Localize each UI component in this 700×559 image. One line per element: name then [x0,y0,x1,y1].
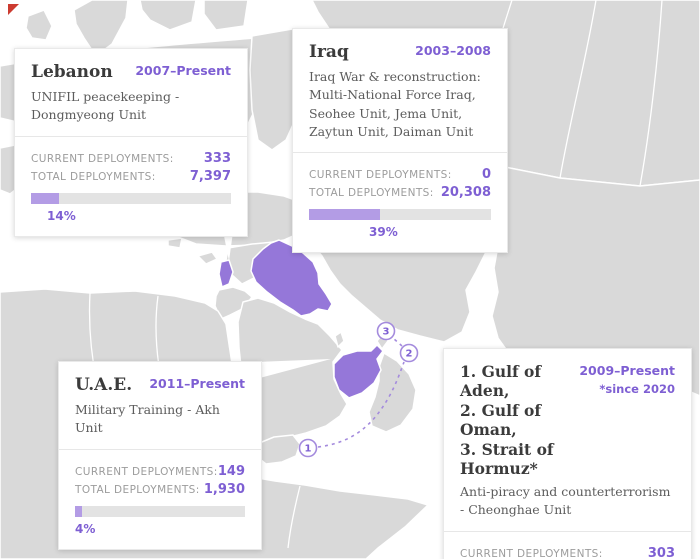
total-deployments-value: 1,930 [203,481,245,497]
total-deployments-label: TOTAL DEPLOYMENTS: [31,170,156,183]
country-qatar [334,331,345,348]
total-deployments-value: 20,308 [440,184,491,200]
card-iraq: Iraq 2003–2008 Iraq War & reconstruction… [292,28,508,253]
progress-bar-track [75,505,245,517]
card-title: U.A.E. [75,375,133,395]
card-period: 2011–Present [149,376,245,391]
card-title: Lebanon [31,62,113,82]
map-marker-2[interactable]: 2 [399,343,419,363]
card-period-note: *since 2020 [599,381,675,396]
progress-percent-label: 4% [75,521,96,536]
total-deployments-label: TOTAL DEPLOYMENTS: [75,483,200,496]
country-shape [214,286,253,320]
marker-circle[interactable] [298,438,318,458]
card-title: 1. Gulf of Aden, 2. Gulf of Oman, 3. Str… [460,362,554,478]
card-title: Iraq [309,42,349,62]
marker-number: 3 [383,327,390,338]
card-period: 2009–Present [579,363,675,378]
card-period: 2007–Present [135,63,231,78]
progress-bar-track [309,208,491,220]
progress-percent-label: 39% [369,224,398,239]
progress-percent-label: 14% [47,208,76,223]
country-oman [368,352,417,433]
country-shape [167,237,183,249]
country-shape [139,0,197,31]
total-deployments-value: 7,397 [189,168,231,184]
card-stats: CURRENT DEPLOYMENTS: 0 TOTAL DEPLOYMENTS… [293,151,507,252]
current-deployments-label: CURRENT DEPLOYMENTS: [31,152,174,165]
card-lebanon: Lebanon 2007–Present UNIFIL peacekeeping… [14,48,248,237]
current-deployments-value: 0 [481,166,491,182]
current-deployments-value: 149 [217,463,245,479]
current-deployments-value: 303 [647,545,675,559]
country-shape [25,9,53,41]
patrol-route-dashed-line [317,361,405,448]
country-shape [73,0,129,57]
card-header: Iraq 2003–2008 Iraq War & reconstruction… [293,29,507,152]
progress-bar-fill [309,208,380,220]
country-iraq[interactable] [250,239,333,317]
country-lebanon[interactable] [218,259,234,288]
marker-number: 1 [305,444,312,455]
map-marker-1[interactable]: 1 [298,438,318,458]
progress-bar-fill [31,192,59,204]
card-header: 1. Gulf of Aden, 2. Gulf of Oman, 3. Str… [444,349,691,531]
country-border [287,485,301,549]
current-deployments-value: 333 [203,150,231,166]
country-border [559,0,597,179]
card-stats: CURRENT DEPLOYMENTS: 333 TOTAL DEPLOYMEN… [15,135,247,236]
marker-circle[interactable] [376,321,396,341]
card-description: Military Training - Akh Unit [75,402,220,436]
card-description: Iraq War & reconstruction: Multi-Nationa… [309,69,481,139]
card-gulf-of-aden: 1. Gulf of Aden, 2. Gulf of Oman, 3. Str… [443,348,692,559]
country-border [639,0,663,187]
current-deployments-label: CURRENT DEPLOYMENTS: [309,168,452,181]
progress-bar-track [31,192,231,204]
red-corner-marker [8,4,19,15]
card-header: Lebanon 2007–Present UNIFIL peacekeeping… [15,49,247,136]
current-deployments-label: CURRENT DEPLOYMENTS: [460,547,603,559]
marker-number: 2 [406,349,413,360]
uae-card-tail [256,359,331,379]
card-period: 2003–2008 [415,43,491,58]
map-marker-3[interactable]: 3 [376,321,396,341]
total-deployments-label: TOTAL DEPLOYMENTS: [309,186,434,199]
progress-bar-fill [75,505,82,517]
patrol-route-dashed-line [392,337,403,347]
card-stats: CURRENT DEPLOYMENTS: 303 TOTAL DEPLOYMEN… [444,530,691,559]
card-stats: CURRENT DEPLOYMENTS: 149 TOTAL DEPLOYMEN… [59,448,261,549]
card-description: UNIFIL peacekeeping - Dongmyeong Unit [31,89,180,123]
marker-circle[interactable] [399,343,419,363]
country-uae[interactable] [333,344,384,399]
card-description: Anti-piracy and counterterrorism - Cheon… [460,484,671,518]
country-cyprus [197,251,218,265]
card-header: U.A.E. 2011–Present Military Training - … [59,362,261,449]
current-deployments-label: CURRENT DEPLOYMENTS: [75,465,218,478]
country-shape [203,0,249,31]
card-uae: U.A.E. 2011–Present Military Training - … [58,361,262,550]
